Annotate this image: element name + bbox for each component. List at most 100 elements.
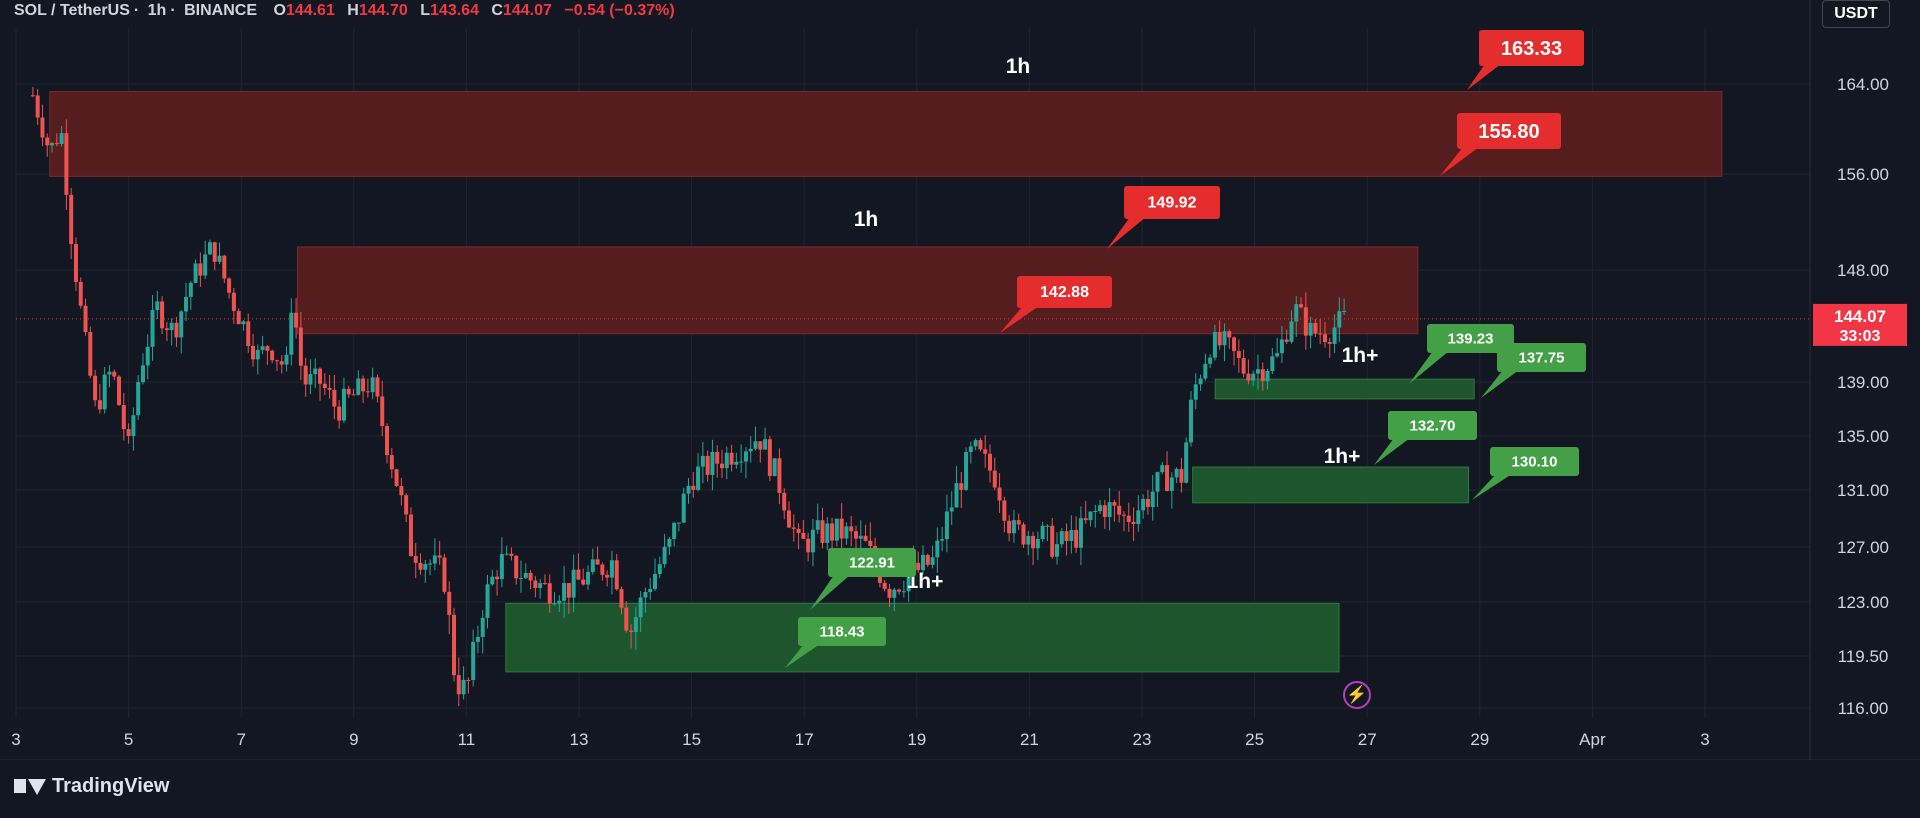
candle-body [983, 449, 988, 454]
candle-body [1074, 530, 1079, 548]
candle-body [394, 469, 399, 487]
candle-body [303, 365, 308, 385]
candle-body [523, 572, 528, 579]
candle-body [1246, 373, 1251, 381]
candle-body [1217, 332, 1222, 346]
candle-body [1117, 505, 1122, 515]
candle-body [327, 388, 332, 390]
candle-body [485, 584, 490, 618]
level-price-label: 137.75 [1519, 350, 1565, 367]
exchange-label: BINANCE [184, 2, 257, 19]
zone-timeframe-label: 1h+ [1324, 445, 1361, 468]
currency-button[interactable]: USDT [1822, 0, 1890, 28]
callout-box [1490, 447, 1579, 476]
candle-body [844, 526, 849, 539]
zone-timeframe-label: 1h+ [907, 570, 944, 593]
zone-timeframe-label: 1h [1006, 55, 1031, 78]
x-tick-label: 7 [236, 730, 245, 749]
candle-body [1102, 505, 1107, 517]
candle-body [1179, 468, 1184, 483]
candle-body [1174, 468, 1179, 478]
candle-body [705, 455, 710, 475]
callout-pointer [1409, 351, 1449, 384]
x-tick-label: 3 [1700, 730, 1709, 749]
candle-body [1313, 322, 1318, 334]
candle-body [729, 452, 734, 465]
candle-body [1160, 465, 1165, 473]
candle-body [1021, 524, 1026, 545]
candle-body [586, 571, 591, 585]
candle-body [676, 522, 681, 524]
x-tick-label: 27 [1358, 730, 1377, 749]
candle-body [562, 583, 567, 601]
candle-body [155, 301, 160, 311]
candle-body [112, 371, 117, 377]
tradingview-logo[interactable]: TradingView [14, 775, 169, 798]
candle-body [337, 406, 342, 421]
lightning-icon[interactable]: ⚡ [1343, 681, 1371, 709]
x-tick-label: 13 [570, 730, 589, 749]
candle-body [672, 522, 677, 539]
candle-body [772, 458, 777, 476]
candle-body [504, 553, 509, 555]
candle-body [136, 382, 141, 416]
candle-body [1212, 332, 1217, 358]
candle-body [782, 492, 787, 511]
candle-body [428, 563, 433, 565]
interval-label[interactable]: 1h [147, 2, 167, 19]
candle-body [571, 569, 576, 598]
candle-body [786, 510, 791, 528]
level-price-label: 132.70 [1410, 418, 1456, 435]
candle-body [1078, 518, 1083, 548]
candle-body [346, 388, 351, 395]
candle-body [940, 539, 945, 541]
candle-body [1141, 498, 1146, 511]
candle-body [624, 607, 629, 631]
candle-body [289, 312, 294, 355]
callout-pointer [785, 644, 820, 668]
candle-body [853, 531, 858, 539]
candle-body [117, 376, 122, 406]
candle-body [1322, 334, 1327, 343]
candle-body [796, 528, 801, 533]
candle-body [389, 455, 394, 470]
candle-body [748, 448, 753, 452]
candle-body [255, 349, 260, 360]
candle-body [1002, 500, 1007, 521]
candle-body [906, 575, 911, 592]
y-tick-label: 127.00 [1837, 538, 1889, 557]
candle-body [1342, 310, 1347, 312]
candle-body [638, 597, 643, 618]
y-tick-label: 123.00 [1837, 593, 1889, 612]
candle-body [179, 311, 184, 338]
candle-body [365, 391, 370, 393]
candle-body [968, 446, 973, 453]
candle-body [1303, 307, 1308, 336]
candle-body [1083, 518, 1088, 521]
current-price-value: 144.07 [1834, 307, 1886, 326]
candle-body [629, 630, 634, 632]
candle-body [710, 451, 715, 475]
candle-body [849, 526, 854, 532]
candle-body [662, 546, 667, 565]
candle-body [1064, 531, 1069, 541]
candle-body [466, 679, 471, 681]
x-tick-label: 23 [1133, 730, 1152, 749]
candle-body [83, 305, 88, 332]
candle-body [50, 143, 55, 146]
candle-body [519, 578, 524, 580]
candle-body [892, 589, 897, 598]
y-tick-label: 116.00 [1838, 699, 1889, 718]
candle-body [1007, 520, 1012, 534]
candle-body [1169, 477, 1174, 491]
candle-body [619, 589, 624, 608]
candle-body [1069, 530, 1074, 541]
candle-body [925, 554, 930, 565]
candle-body [131, 415, 136, 436]
candle-body [830, 523, 835, 541]
candle-body [78, 281, 83, 306]
x-tick-label: 17 [795, 730, 814, 749]
symbol-name[interactable]: SOL / TetherUS [14, 2, 130, 19]
callout-box [1124, 186, 1220, 219]
